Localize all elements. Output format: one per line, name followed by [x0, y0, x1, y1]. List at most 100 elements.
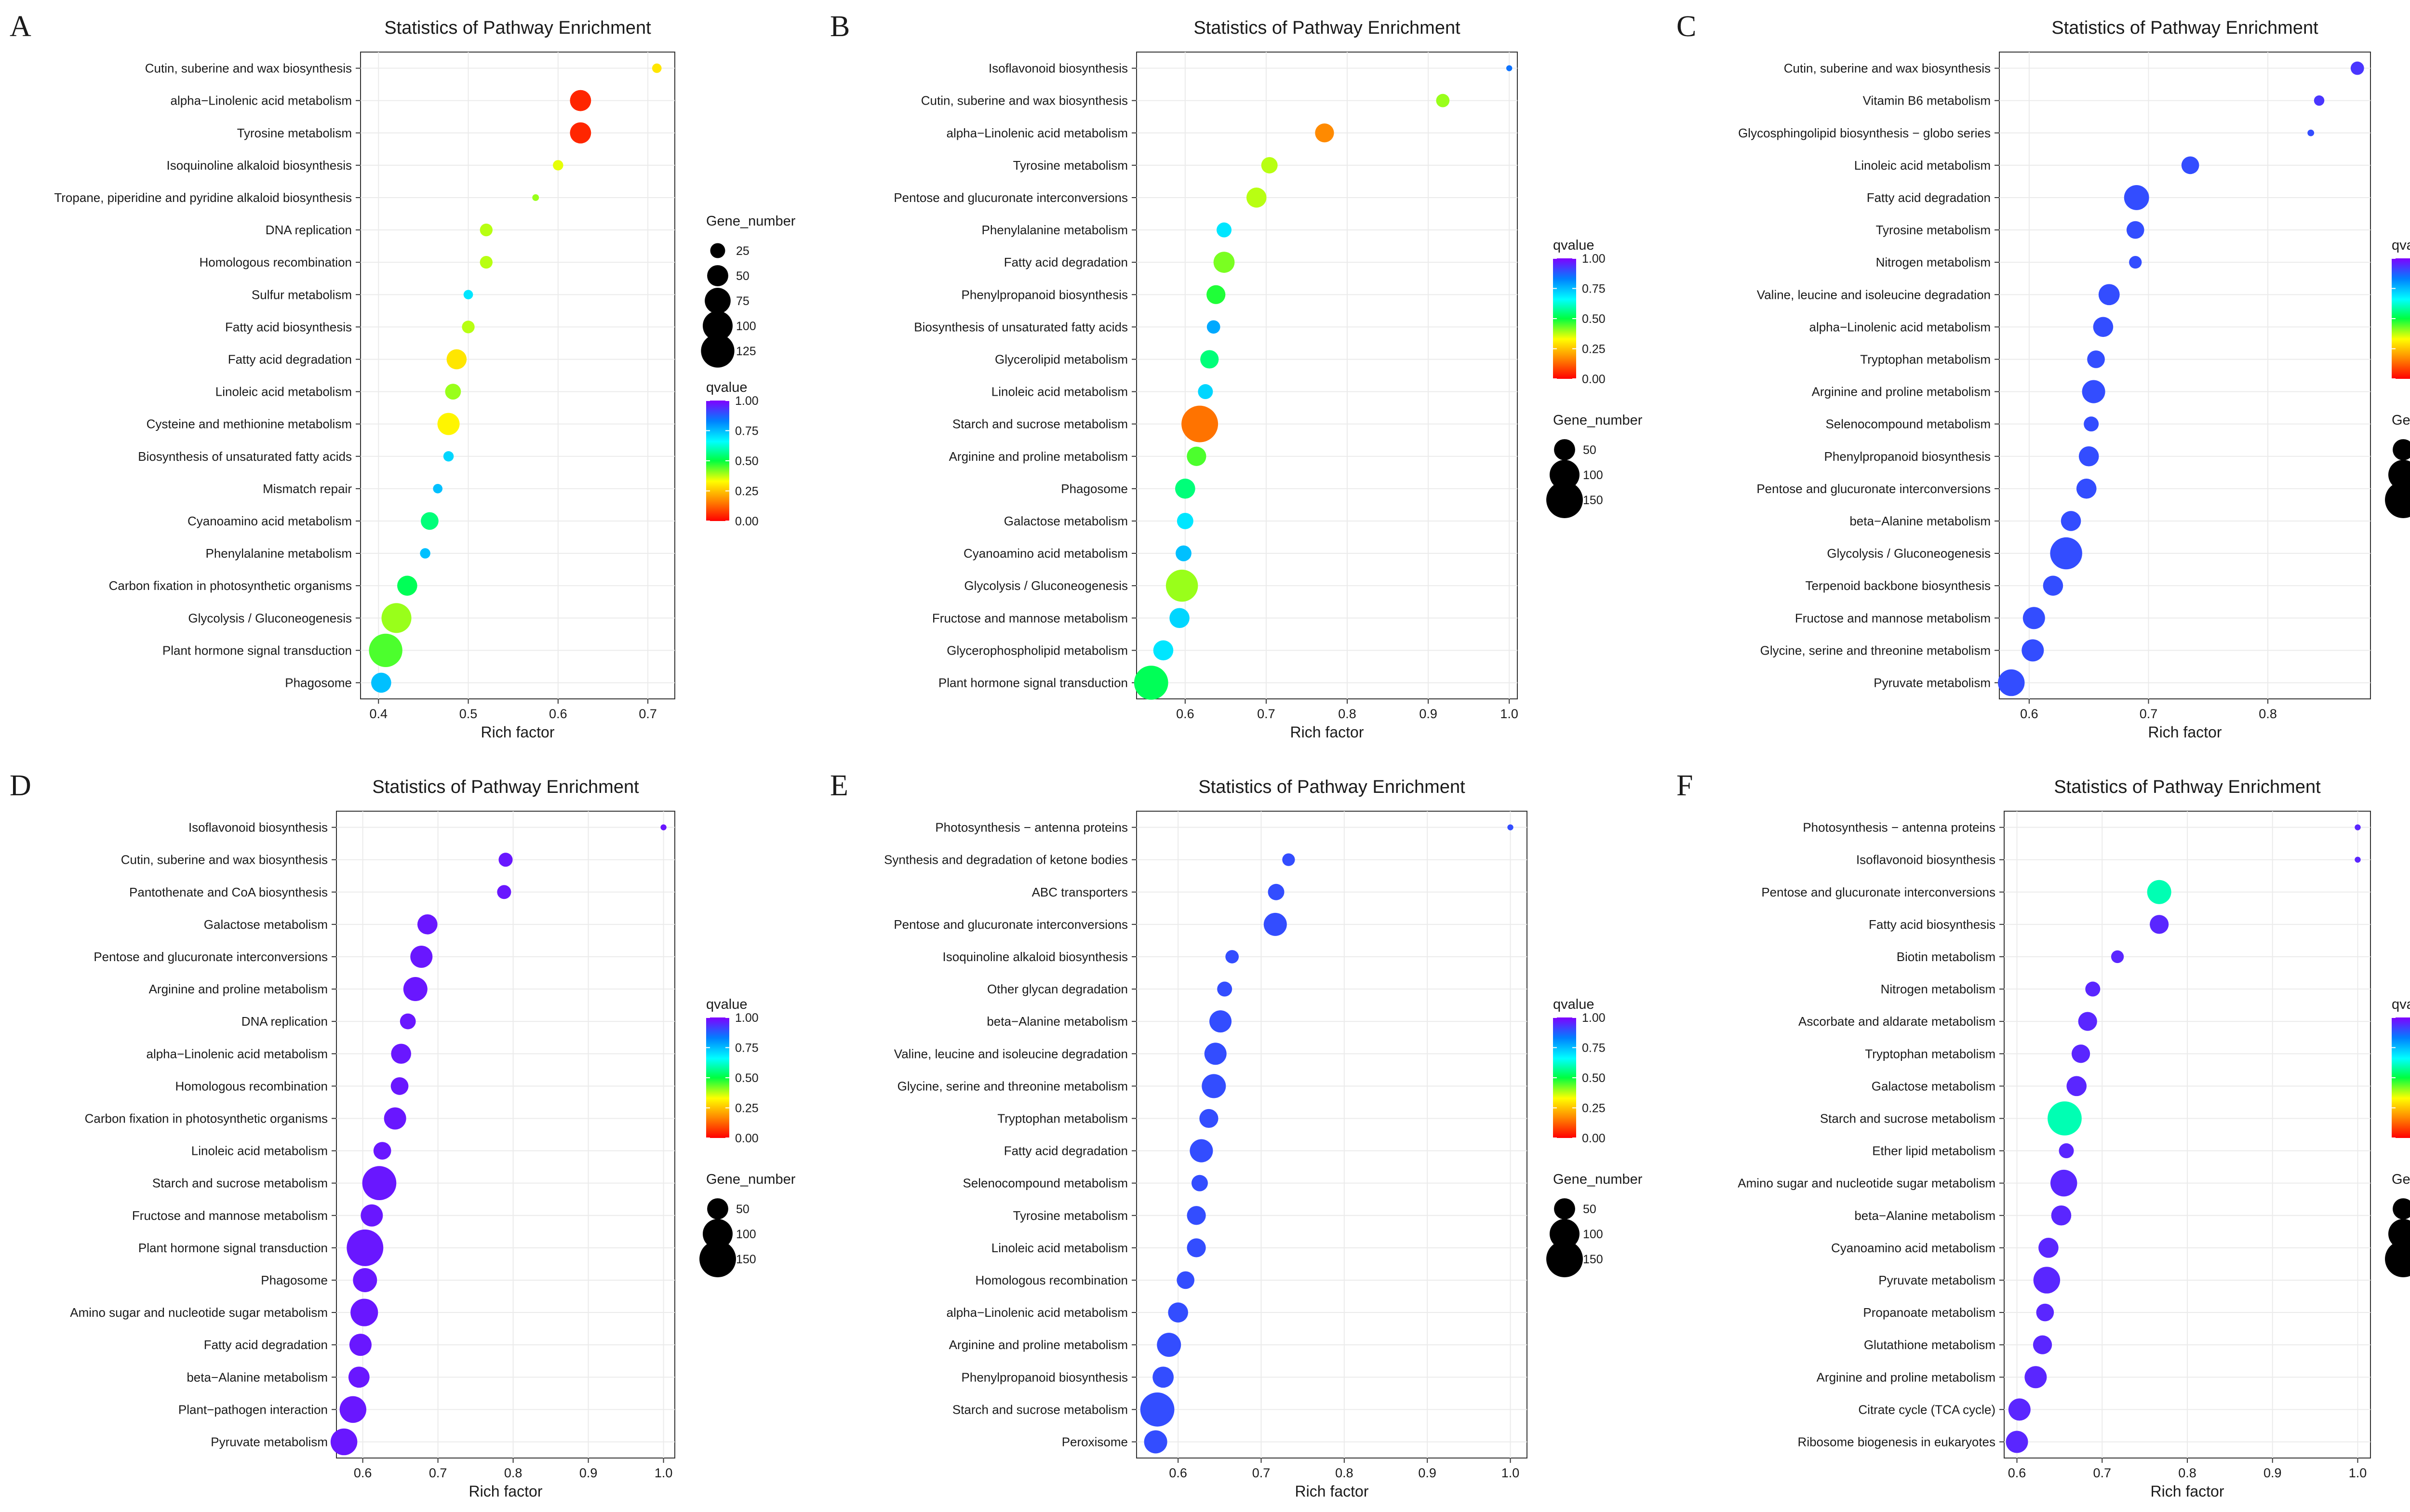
- panel-letter: E: [830, 769, 848, 802]
- gene-number-legend-dot: [707, 265, 728, 286]
- pathway-label: alpha−Linolenic acid metabolism: [946, 1305, 1128, 1320]
- pathway-label: Glutathione metabolism: [1864, 1338, 1995, 1352]
- pathway-label: Glycerophospholipid metabolism: [947, 643, 1128, 657]
- pathway-label: Phenylalanine metabolism: [205, 546, 352, 561]
- pathway-label: beta−Alanine metabolism: [987, 1014, 1128, 1029]
- enrichment-point: [384, 1107, 406, 1130]
- gene-number-legend-label: 150: [736, 1253, 756, 1266]
- pathway-label: Galactose metabolism: [1872, 1079, 1995, 1093]
- enrichment-point: [1153, 640, 1174, 661]
- gene-number-legend-dot: [1554, 1198, 1575, 1219]
- chart-title: Statistics of Pathway Enrichment: [2054, 777, 2321, 797]
- pathway-label: Isoflavonoid biosynthesis: [188, 820, 328, 835]
- enrichment-point: [463, 290, 473, 300]
- pathway-label: Glycine, serine and threonine metabolism: [897, 1079, 1128, 1093]
- pathway-label: Fatty acid degradation: [228, 352, 352, 366]
- pathway-label: Vitamin B6 metabolism: [1863, 94, 1991, 108]
- chart-title: Statistics of Pathway Enrichment: [384, 18, 651, 38]
- x-tick-label: 0.8: [2178, 1466, 2196, 1480]
- enrichment-point: [2111, 950, 2124, 963]
- enrichment-point: [347, 1229, 384, 1266]
- enrichment-point: [1506, 65, 1513, 71]
- qvalue-legend-label: 0.75: [735, 425, 759, 438]
- pathway-label: Isoquinoline alkaloid biosynthesis: [943, 950, 1128, 964]
- pathway-label: Tyrosine metabolism: [1013, 1208, 1128, 1223]
- enrichment-point: [1165, 569, 1198, 602]
- pathway-label: Homologous recombination: [975, 1273, 1128, 1287]
- chart-title: Statistics of Pathway Enrichment: [2051, 18, 2318, 38]
- enrichment-point: [2085, 981, 2101, 997]
- pathway-label: Arginine and proline metabolism: [1812, 385, 1991, 399]
- pathway-label: alpha−Linolenic acid metabolism: [170, 94, 352, 108]
- pathway-label: Arginine and proline metabolism: [949, 449, 1128, 464]
- enrichment-point: [2038, 1238, 2059, 1258]
- qvalue-legend-label: 0.25: [735, 1102, 759, 1115]
- pathway-label: Pentose and glucuronate interconversions: [94, 950, 328, 964]
- pathway-label: beta−Alanine metabolism: [1849, 514, 1991, 528]
- enrichment-point: [2355, 824, 2361, 830]
- pathway-label: DNA replication: [266, 223, 352, 237]
- gene-number-legend-title: Gene_number: [1553, 413, 1643, 428]
- x-tick-label: 1.0: [2349, 1466, 2367, 1480]
- pathway-label: Other glycan degradation: [987, 982, 1128, 996]
- enrichment-point: [1315, 123, 1334, 143]
- qvalue-legend-label: 0.00: [735, 1132, 759, 1145]
- x-tick-label: 0.6: [1169, 1466, 1187, 1480]
- gene-number-legend-label: 25: [736, 244, 750, 258]
- gene-number-legend-label: 150: [1583, 494, 1603, 507]
- qvalue-legend-title: qvalue: [706, 380, 747, 395]
- enrichment-point: [2078, 1012, 2097, 1031]
- gene-number-legend-dot: [1546, 1241, 1583, 1277]
- plot-area: [1136, 52, 1518, 699]
- panel-b: B Statistics of Pathway Enrichment 0.6 0.7 0…: [830, 10, 1643, 741]
- x-tick-label: 0.9: [1418, 1466, 1436, 1480]
- pathway-label: Cutin, suberine and wax biosynthesis: [1784, 61, 1991, 76]
- enrichment-point: [2150, 915, 2169, 934]
- enrichment-point: [532, 194, 539, 201]
- pathway-label: Pentose and glucuronate interconversions: [894, 917, 1128, 932]
- gene-number-legend-label: 150: [1583, 1253, 1603, 1266]
- enrichment-point: [390, 1077, 409, 1095]
- pathway-label: Selenocompound metabolism: [1825, 417, 1991, 431]
- gene-number-legend-label: 50: [1583, 443, 1596, 457]
- enrichment-point: [2147, 880, 2171, 904]
- gene-number-legend-dot: [2385, 1241, 2410, 1277]
- enrichment-point: [1187, 1238, 1206, 1258]
- enrichment-point: [381, 603, 412, 633]
- gene-number-legend-dot: [699, 1241, 736, 1277]
- x-tick-label: 0.6: [1176, 707, 1194, 721]
- qvalue-legend-label: 0.50: [1582, 1071, 1606, 1085]
- x-axis-title: Rich factor: [481, 723, 555, 741]
- enrichment-point: [1187, 1206, 1206, 1225]
- x-tick-label: 1.0: [1501, 1466, 1520, 1480]
- pathway-label: Amino sugar and nucleotide sugar metabol…: [70, 1305, 328, 1320]
- pathway-label: Glycolysis / Gluconeogenesis: [964, 578, 1128, 593]
- enrichment-point: [2050, 1169, 2077, 1197]
- pathway-label: Ascorbate and aldarate metabolism: [1798, 1014, 1995, 1029]
- panel-letter: D: [10, 769, 31, 802]
- gene-number-legend-dot: [710, 243, 725, 258]
- pathway-label: Fatty acid degradation: [1004, 1144, 1128, 1158]
- enrichment-point: [480, 223, 493, 237]
- x-tick-label: 0.7: [2093, 1466, 2111, 1480]
- enrichment-point: [1246, 187, 1267, 208]
- pathway-label: Starch and sucrose metabolism: [1820, 1111, 1995, 1125]
- enrichment-point: [1177, 512, 1193, 529]
- enrichment-point: [2051, 1205, 2072, 1226]
- gene-number-legend-dot: [701, 334, 735, 368]
- enrichment-point: [420, 548, 430, 559]
- enrichment-point: [497, 885, 511, 899]
- gene-number-legend-dot: [703, 1219, 733, 1249]
- x-tick-label: 0.7: [639, 707, 657, 721]
- enrichment-point: [1134, 666, 1168, 700]
- enrichment-point: [437, 413, 460, 435]
- enrichment-point: [2061, 511, 2081, 531]
- pathway-label: Isoflavonoid biosynthesis: [989, 61, 1128, 76]
- x-tick-label: 0.8: [504, 1466, 522, 1480]
- enrichment-point: [1217, 222, 1232, 238]
- enrichment-point: [417, 914, 438, 935]
- pathway-label: Starch and sucrose metabolism: [152, 1176, 328, 1191]
- qvalue-legend-label: 0.00: [1582, 373, 1606, 386]
- enrichment-point: [2022, 639, 2044, 662]
